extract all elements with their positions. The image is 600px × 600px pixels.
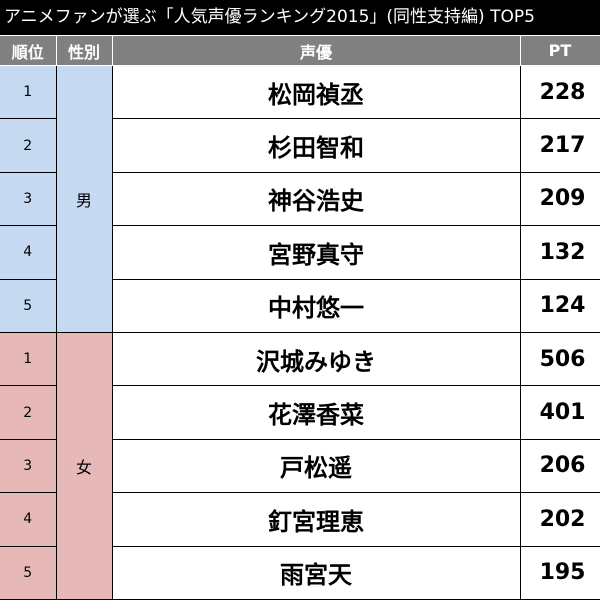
points-cell: 132	[519, 225, 600, 280]
gender-cell-female: 女	[55, 331, 113, 600]
ranking-table: 順位 性別 声優 PT 1 男 松岡禎丞 228 2 杉田智和 217 3 神谷…	[0, 35, 600, 600]
column-header-points: PT	[519, 35, 600, 66]
voice-actor-name: 松岡禎丞	[111, 64, 521, 120]
column-header-gender: 性別	[55, 35, 113, 66]
voice-actor-name: 沢城みゆき	[111, 331, 521, 387]
points-cell: 217	[519, 118, 600, 173]
table-row: 1 女 沢城みゆき 506	[0, 331, 600, 600]
voice-actor-name: 雨宮天	[111, 545, 521, 600]
points-cell: 401	[519, 385, 600, 440]
table-row: 3 戸松遥 206	[0, 438, 600, 494]
points-cell: 209	[519, 171, 600, 227]
points-cell: 124	[519, 278, 600, 333]
rank-cell: 3	[0, 438, 57, 494]
voice-actor-name: 中村悠一	[111, 278, 521, 333]
points-cell: 228	[519, 64, 600, 120]
gender-cell-male: 男	[55, 65, 113, 333]
table-row: 3 神谷浩史 209	[0, 171, 600, 227]
rank-cell: 3	[0, 171, 57, 227]
voice-actor-name: 神谷浩史	[111, 171, 521, 227]
table-row: 4 宮野真守 132	[0, 225, 600, 280]
page-title: アニメファンが選ぶ「人気声優ランキング2015」(同性支持編) TOP5	[0, 0, 600, 35]
rank-cell: 1	[0, 331, 57, 387]
header-row: 順位 性別 声優 PT	[0, 35, 600, 66]
rank-cell: 5	[0, 278, 57, 333]
rank-cell: 5	[0, 545, 57, 600]
voice-actor-name: 花澤香菜	[111, 385, 521, 440]
points-cell: 195	[519, 545, 600, 600]
table-row: 4 釘宮理恵 202	[0, 492, 600, 547]
voice-actor-name: 戸松遥	[111, 438, 521, 494]
rank-cell: 1	[0, 64, 57, 120]
voice-actor-name: 宮野真守	[111, 225, 521, 280]
column-header-rank: 順位	[0, 35, 57, 66]
column-header-voice-actor: 声優	[111, 35, 521, 66]
rank-cell: 4	[0, 225, 57, 280]
points-cell: 202	[519, 492, 600, 547]
rank-cell: 4	[0, 492, 57, 547]
table-row: 5 雨宮天 195	[0, 545, 600, 600]
table-row: 1 男 松岡禎丞 228	[0, 64, 600, 333]
points-cell: 206	[519, 438, 600, 494]
table-row: 5 中村悠一 124	[0, 278, 600, 333]
rank-cell: 2	[0, 385, 57, 440]
rank-cell: 2	[0, 118, 57, 173]
voice-actor-name: 杉田智和	[111, 118, 521, 173]
points-cell: 506	[519, 331, 600, 387]
voice-actor-name: 釘宮理恵	[111, 492, 521, 547]
